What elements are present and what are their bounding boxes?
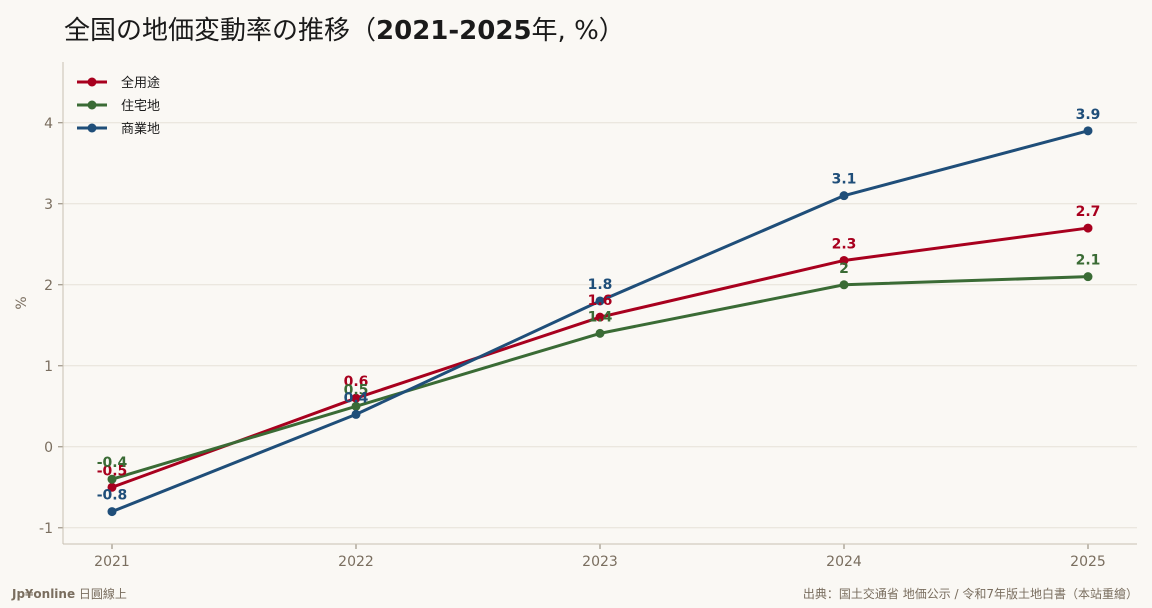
data-point: [595, 328, 605, 338]
axes: [58, 62, 1137, 549]
x-tick-label: 2022: [338, 554, 374, 570]
y-tick-label: -1: [39, 521, 53, 537]
series-line-1: [111, 226, 1089, 489]
data-point: [1083, 126, 1093, 136]
data-label: 1.8: [588, 277, 613, 293]
data-label: 2: [839, 261, 849, 277]
y-tick-label: 1: [44, 359, 53, 375]
x-tick-labels: 2021 2022 2023 2024 2025: [94, 554, 1106, 570]
y-tick-label: 2: [44, 278, 53, 294]
data-label: 2.7: [1076, 204, 1101, 220]
data-label: 0.4: [344, 390, 369, 406]
data-labels: -0.5 0.6 1.6 2.3 2.7 -0.4 0.5 1.4 2 2.1 -0.8 0.4 1.8…: [97, 107, 1101, 504]
x-tick-label: 2023: [582, 554, 618, 570]
x-tick-label: 2024: [826, 554, 862, 570]
title-prefix: 全国の地価変動率の推移（: [64, 16, 377, 46]
legend-marker: [87, 77, 97, 87]
data-point: [351, 409, 361, 419]
data-label: 2.3: [832, 236, 857, 252]
grid-lines: [63, 122, 1137, 529]
data-point: [107, 482, 117, 492]
data-label: 0.6: [344, 374, 369, 390]
data-point: [351, 401, 361, 411]
data-label: -0.4: [97, 455, 128, 471]
data-label: -0.5: [97, 463, 128, 479]
x-tick-label: 2021: [94, 554, 130, 570]
y-tick-label: 4: [44, 116, 53, 132]
data-point: [107, 507, 117, 517]
series-group: [107, 126, 1093, 517]
data-point: [839, 255, 849, 265]
source-note: 出典：国土交通省 地価公示 / 令和7年版土地白書（本站重繪）: [802, 587, 1138, 601]
chart-title: 全国の地価変動率の推移（2021-2025年, %）: [64, 10, 625, 47]
title-bold: 2021-2025: [376, 16, 532, 46]
data-label: 1.6: [588, 293, 613, 309]
data-point: [595, 312, 605, 322]
data-point: [1083, 272, 1093, 282]
y-tick-label: 3: [44, 197, 53, 213]
y-tick-labels: -1 0 1 2 3 4: [39, 116, 53, 537]
x-tick-label: 2025: [1070, 554, 1106, 570]
data-point: [595, 296, 605, 306]
legend-label: 住宅地: [121, 99, 160, 114]
data-label: 2.1: [1076, 253, 1101, 269]
y-axis-label: %: [14, 296, 30, 309]
data-label: -0.8: [97, 488, 128, 504]
legend-label: 商業地: [121, 121, 160, 137]
data-label: 1.4: [588, 309, 613, 325]
data-label: 3.1: [832, 172, 857, 188]
legend-marker: [87, 123, 97, 133]
brand-name: Jp¥online: [12, 587, 76, 601]
legend-label: 全用途: [121, 75, 160, 91]
data-point: [107, 474, 117, 484]
brand-footer: Jp¥online 日圓線上: [12, 585, 127, 602]
y-tick-label: 0: [44, 440, 53, 456]
title-suffix: 年, %）: [531, 16, 625, 46]
data-point: [351, 393, 361, 403]
legend-marker: [87, 100, 97, 110]
data-point: [839, 191, 849, 201]
data-label: 3.9: [1076, 107, 1101, 123]
data-point: [839, 280, 849, 290]
data-label: 0.5: [344, 382, 369, 398]
brand-suffix: 日圓線上: [75, 587, 127, 601]
data-point: [1083, 223, 1093, 233]
